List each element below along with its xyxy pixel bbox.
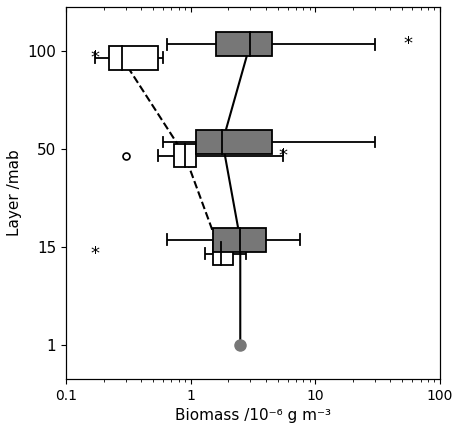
Bar [108, 46, 158, 70]
Bar [216, 32, 271, 56]
Text: *: * [278, 147, 287, 165]
Text: *: * [402, 35, 411, 53]
X-axis label: Biomass /10⁻⁶ g m⁻³: Biomass /10⁻⁶ g m⁻³ [174, 408, 330, 423]
Y-axis label: Layer /mab: Layer /mab [7, 150, 22, 236]
Bar [212, 242, 233, 265]
Bar [196, 130, 271, 154]
Text: *: * [90, 245, 99, 263]
Text: *: * [90, 49, 99, 67]
Bar [212, 228, 265, 252]
Bar [174, 144, 196, 167]
